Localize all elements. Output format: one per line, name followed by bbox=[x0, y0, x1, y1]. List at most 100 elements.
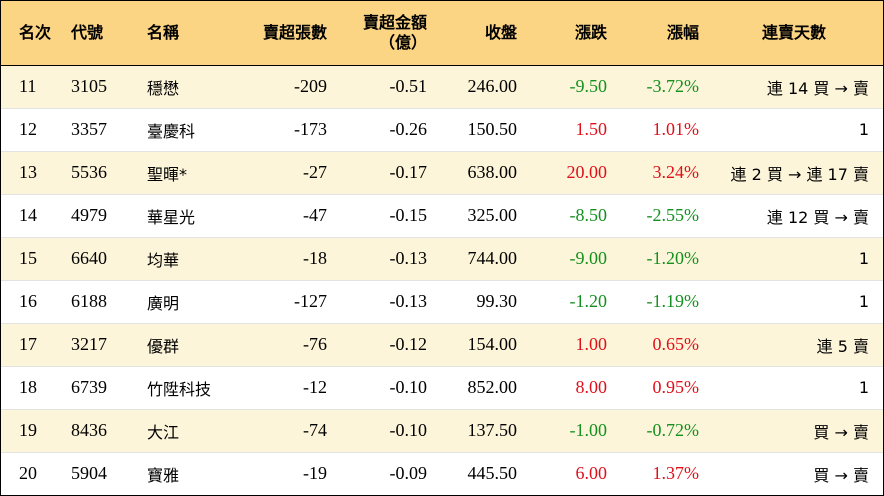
cell-code: 5904 bbox=[71, 463, 107, 484]
cell-net-sell-lots: -74 bbox=[303, 420, 327, 440]
cell-rank: 17 bbox=[19, 334, 37, 354]
cell-rank: 11 bbox=[19, 76, 37, 96]
cell-rank: 16 bbox=[19, 291, 37, 311]
table-row: 19 8436 大江 -74 -0.10 137.50 -1.00 -0.72% 買 → 賣 bbox=[1, 409, 883, 452]
header-change: 漲跌 bbox=[523, 1, 613, 66]
cell-code: 5536 bbox=[71, 162, 107, 182]
cell-net-sell-amount: -0.10 bbox=[389, 420, 428, 440]
cell-change-pct: 1.01% bbox=[652, 119, 700, 139]
cell-close: 638.00 bbox=[467, 162, 518, 182]
cell-net-sell-lots: -173 bbox=[294, 119, 327, 139]
cell-name: 寶雅 bbox=[147, 465, 180, 485]
cell-consecutive-days: 連 12 買 → 賣 bbox=[766, 207, 869, 227]
cell-name: 大江 bbox=[147, 422, 180, 442]
cell-change: 8.00 bbox=[575, 377, 608, 397]
header-rank: 名次 bbox=[1, 1, 57, 66]
cell-change-pct: 1.37% bbox=[652, 463, 700, 484]
cell-consecutive-days: 連 5 賣 bbox=[816, 336, 869, 356]
cell-change-pct: -1.20% bbox=[646, 248, 700, 268]
cell-name: 優群 bbox=[147, 336, 180, 356]
cell-change-pct: -2.55% bbox=[646, 205, 700, 225]
cell-change: 20.00 bbox=[566, 162, 608, 182]
header-code: 代號 bbox=[57, 1, 125, 66]
cell-close: 99.30 bbox=[476, 291, 518, 311]
header-consecutive-days: 連賣天數 bbox=[705, 1, 883, 66]
cell-consecutive-days: 買 → 賣 bbox=[813, 422, 869, 442]
header-net-sell-lots: 賣超張數 bbox=[229, 1, 333, 66]
cell-change: -8.50 bbox=[569, 205, 608, 225]
cell-change: 6.00 bbox=[575, 463, 608, 484]
cell-net-sell-lots: -209 bbox=[294, 76, 327, 96]
cell-name: 廣明 bbox=[147, 293, 180, 313]
cell-net-sell-amount: -0.26 bbox=[389, 119, 428, 139]
table-row: 17 3217 優群 -76 -0.12 154.00 1.00 0.65% 連 5 賣 bbox=[1, 323, 883, 366]
cell-net-sell-amount: -0.10 bbox=[389, 377, 428, 397]
table-row: 20 5904 寶雅 -19 -0.09 445.50 6.00 1.37% 買 → 賣 bbox=[1, 452, 883, 495]
cell-code: 3357 bbox=[71, 119, 107, 139]
cell-consecutive-days: 連 2 買 → 連 17 賣 bbox=[730, 164, 869, 184]
cell-net-sell-amount: -0.12 bbox=[389, 334, 428, 354]
cell-close: 744.00 bbox=[467, 248, 518, 268]
cell-net-sell-lots: -27 bbox=[303, 162, 327, 182]
cell-name: 均華 bbox=[147, 250, 180, 270]
cell-name: 聖暉* bbox=[147, 164, 188, 184]
table-row: 16 6188 廣明 -127 -0.13 99.30 -1.20 -1.19% 1 bbox=[1, 280, 883, 323]
cell-rank: 15 bbox=[19, 248, 37, 268]
cell-close: 246.00 bbox=[467, 76, 518, 96]
cell-net-sell-lots: -76 bbox=[303, 334, 327, 354]
cell-name: 穩懋 bbox=[147, 78, 180, 98]
cell-consecutive-days: 1 bbox=[858, 292, 869, 311]
header-name: 名稱 bbox=[125, 1, 229, 66]
cell-change: 1.00 bbox=[575, 334, 608, 354]
table-row: 13 5536 聖暉* -27 -0.17 638.00 20.00 3.24% 連 2 買 →… bbox=[1, 151, 883, 194]
table-header-row: 名次 代號 名稱 賣超張數 賣超金額 （億） 收盤 漲跌 漲幅 連賣天數 bbox=[1, 1, 883, 66]
cell-change-pct: 3.24% bbox=[652, 162, 700, 182]
cell-change-pct: 0.95% bbox=[652, 377, 700, 397]
header-net-sell-amount-line1: 賣超金額 bbox=[362, 12, 427, 32]
cell-change: -1.00 bbox=[569, 420, 608, 440]
cell-close: 852.00 bbox=[467, 377, 518, 397]
cell-consecutive-days: 連 14 買 → 賣 bbox=[766, 78, 869, 98]
cell-code: 6739 bbox=[71, 377, 107, 397]
table-row: 11 3105 穩懋 -209 -0.51 246.00 -9.50 -3.72% 連 14 買… bbox=[1, 65, 883, 108]
cell-name: 華星光 bbox=[147, 207, 196, 227]
table-row: 15 6640 均華 -18 -0.13 744.00 -9.00 -1.20% 1 bbox=[1, 237, 883, 280]
cell-net-sell-amount: -0.17 bbox=[389, 162, 428, 182]
cell-net-sell-amount: -0.09 bbox=[389, 463, 428, 484]
cell-change-pct: -1.19% bbox=[646, 291, 700, 311]
cell-net-sell-amount: -0.13 bbox=[389, 291, 428, 311]
table-row: 12 3357 臺慶科 -173 -0.26 150.50 1.50 1.01% 1 bbox=[1, 108, 883, 151]
cell-name: 臺慶科 bbox=[147, 121, 196, 141]
table-row: 14 4979 華星光 -47 -0.15 325.00 -8.50 -2.55% 連 12 買… bbox=[1, 194, 883, 237]
table-body: 11 3105 穩懋 -209 -0.51 246.00 -9.50 -3.72% 連 14 買… bbox=[1, 65, 883, 495]
cell-net-sell-lots: -18 bbox=[303, 248, 327, 268]
cell-rank: 12 bbox=[19, 119, 37, 139]
cell-consecutive-days: 1 bbox=[858, 120, 869, 139]
cell-close: 325.00 bbox=[467, 205, 518, 225]
header-net-sell-amount: 賣超金額 （億） bbox=[333, 1, 433, 66]
table-row: 18 6739 竹陞科技 -12 -0.10 852.00 8.00 0.95% 1 bbox=[1, 366, 883, 409]
cell-name: 竹陞科技 bbox=[147, 379, 212, 399]
cell-code: 6188 bbox=[71, 291, 107, 311]
cell-net-sell-amount: -0.51 bbox=[389, 76, 428, 96]
cell-close: 154.00 bbox=[467, 334, 518, 354]
cell-close: 137.50 bbox=[467, 420, 518, 440]
cell-consecutive-days: 1 bbox=[858, 249, 869, 268]
cell-net-sell-lots: -12 bbox=[303, 377, 327, 397]
cell-rank: 14 bbox=[19, 205, 37, 225]
cell-net-sell-lots: -127 bbox=[294, 291, 327, 311]
cell-rank: 19 bbox=[19, 420, 37, 440]
cell-net-sell-lots: -47 bbox=[303, 205, 327, 225]
cell-change: 1.50 bbox=[575, 119, 608, 139]
cell-consecutive-days: 1 bbox=[858, 378, 869, 397]
cell-code: 6640 bbox=[71, 248, 107, 268]
cell-net-sell-amount: -0.15 bbox=[389, 205, 428, 225]
cell-rank: 13 bbox=[19, 162, 37, 182]
cell-close: 150.50 bbox=[467, 119, 518, 139]
cell-code: 3105 bbox=[71, 76, 107, 96]
cell-change: -1.20 bbox=[569, 291, 608, 311]
cell-change-pct: 0.65% bbox=[652, 334, 700, 354]
cell-consecutive-days: 買 → 賣 bbox=[813, 465, 869, 485]
header-net-sell-amount-line2: （億） bbox=[378, 32, 427, 52]
